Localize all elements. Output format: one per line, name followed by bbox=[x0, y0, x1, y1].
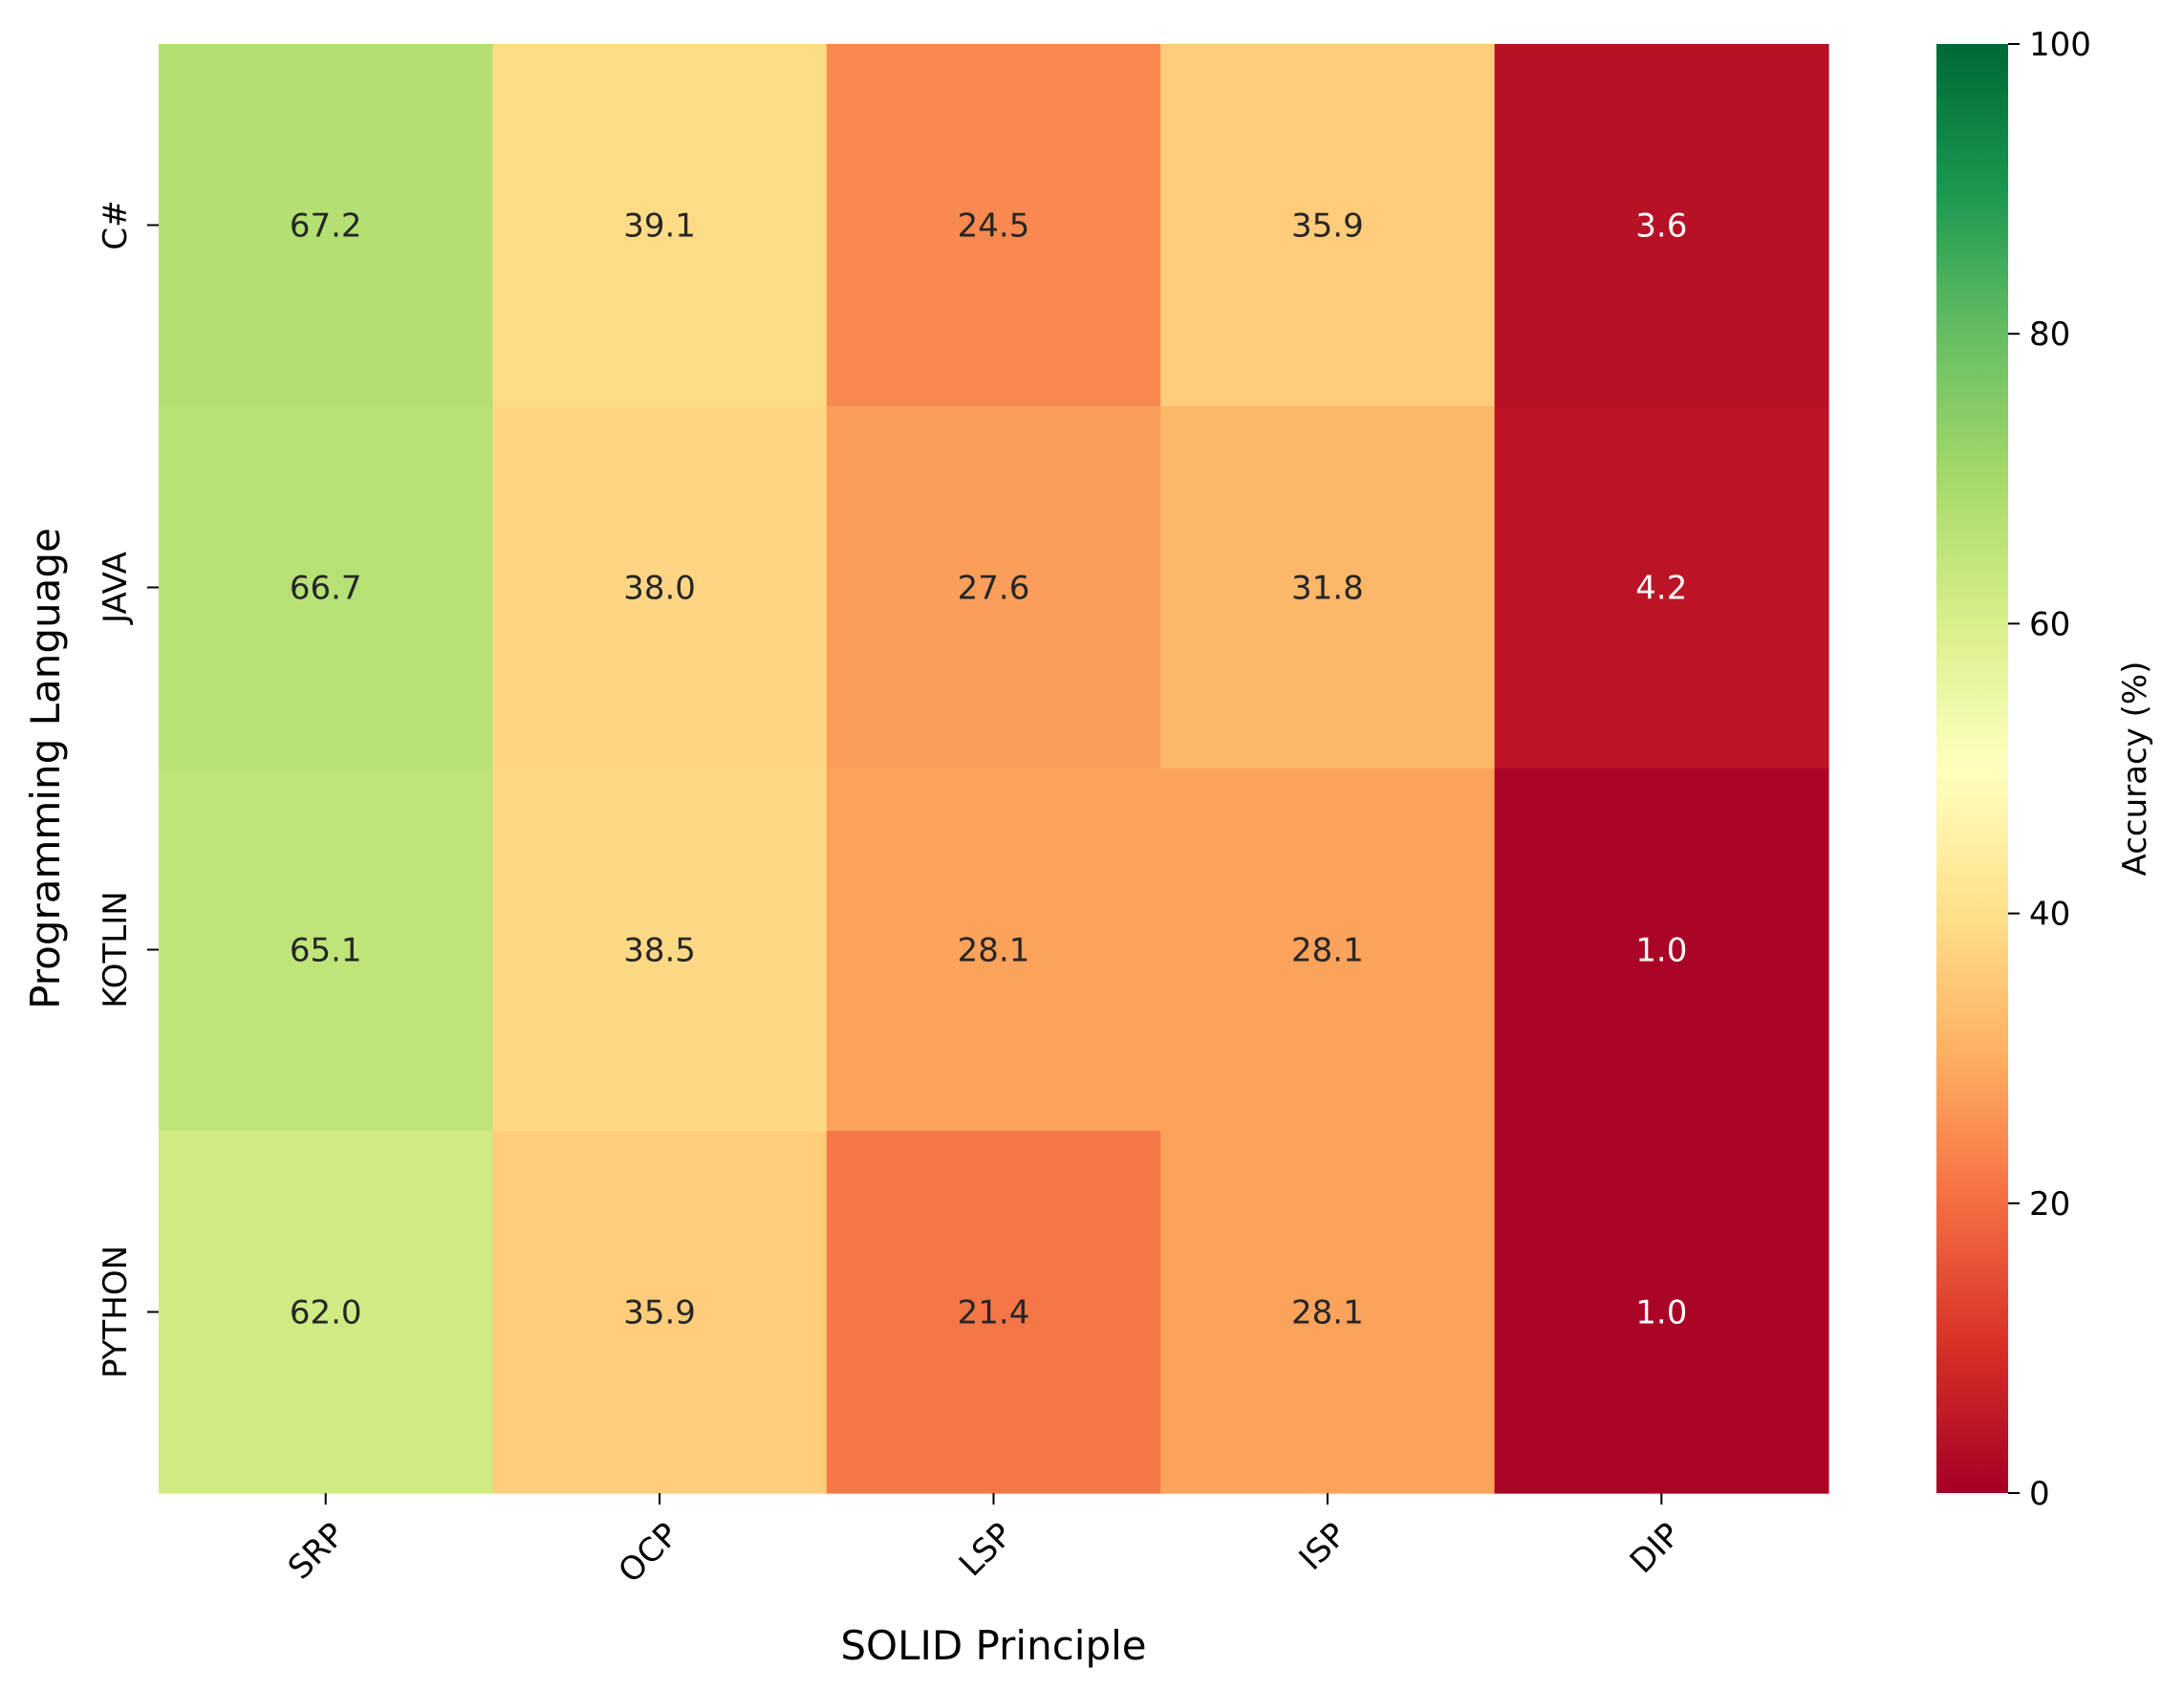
y-tick-label: C# bbox=[97, 200, 135, 249]
heatmap-cell bbox=[1160, 1131, 1496, 1494]
y-tick-label: JAVA bbox=[97, 552, 135, 625]
cell-value-label: 62.0 bbox=[290, 1294, 362, 1332]
cell-value-label: 28.1 bbox=[1291, 1294, 1364, 1332]
heatmap-cell bbox=[492, 406, 828, 769]
cell-value-label: 66.7 bbox=[290, 570, 362, 608]
y-tick-label: KOTLIN bbox=[97, 891, 135, 1008]
x-tick-label: DIP bbox=[1623, 1516, 1688, 1581]
heatmap-cell bbox=[159, 769, 493, 1132]
cell-value-label: 1.0 bbox=[1635, 932, 1687, 970]
cell-value-label: 28.1 bbox=[958, 932, 1030, 970]
heatmap-cell bbox=[1160, 769, 1496, 1132]
x-tick-label: OCP bbox=[611, 1516, 685, 1591]
heatmap-cell bbox=[492, 769, 828, 1132]
heatmap-cell bbox=[1494, 769, 1829, 1132]
x-axis: SRP OCP LSP ISP DIP bbox=[281, 1493, 1688, 1591]
heatmap-cell bbox=[826, 406, 1161, 769]
heatmap-cell bbox=[159, 406, 493, 769]
heatmap-cell bbox=[826, 769, 1161, 1132]
x-tick-label: LSP bbox=[952, 1516, 1020, 1584]
cell-value-label: 21.4 bbox=[958, 1294, 1030, 1332]
cell-value-label: 35.9 bbox=[1291, 207, 1364, 246]
cell-value-label: 31.8 bbox=[1291, 570, 1364, 608]
colorbar-tick-label: 100 bbox=[2029, 26, 2091, 64]
cell-value-label: 35.9 bbox=[623, 1294, 696, 1332]
colorbar-tick-label: 60 bbox=[2029, 605, 2070, 643]
cell-value-label: 4.2 bbox=[1635, 570, 1687, 608]
heatmap-cell bbox=[826, 44, 1161, 407]
colorbar-tick-label: 20 bbox=[2029, 1185, 2070, 1224]
heatmap-cell bbox=[492, 44, 828, 407]
x-tick-label: SRP bbox=[281, 1516, 353, 1588]
heatmap-cell bbox=[826, 1131, 1161, 1494]
x-axis-title: SOLID Principle bbox=[840, 1622, 1146, 1669]
colorbar: 0 20 40 60 80 100 bbox=[1936, 26, 2091, 1513]
heatmap-cell bbox=[492, 1131, 828, 1494]
cell-value-label: 1.0 bbox=[1635, 1294, 1687, 1332]
y-axis-title: Programming Language bbox=[22, 528, 69, 1009]
colorbar-title: Accuracy (%) bbox=[2116, 661, 2154, 877]
cell-value-label: 38.5 bbox=[623, 932, 696, 970]
colorbar-tick-label: 0 bbox=[2029, 1475, 2050, 1513]
heatmap-cell bbox=[159, 1131, 493, 1494]
cell-value-label: 39.1 bbox=[623, 207, 696, 246]
heatmap-cell bbox=[1160, 406, 1496, 769]
cell-value-label: 38.0 bbox=[623, 570, 696, 608]
cell-value-labels: 67.2 39.1 24.5 35.9 3.6 66.7 38.0 27.6 31.8 4.2 65… bbox=[290, 207, 1687, 1332]
cell-value-label: 3.6 bbox=[1635, 207, 1687, 246]
cell-value-label: 28.1 bbox=[1291, 932, 1364, 970]
cell-value-label: 67.2 bbox=[290, 207, 362, 246]
y-tick-label: PYTHON bbox=[97, 1246, 135, 1378]
heatmap-cell bbox=[159, 44, 493, 407]
colorbar-tick-label: 80 bbox=[2029, 315, 2070, 354]
heatmap-cell bbox=[1494, 406, 1829, 769]
x-tick-label: ISP bbox=[1292, 1516, 1354, 1578]
y-axis: C# JAVA KOTLIN PYTHON bbox=[97, 200, 159, 1378]
heatmap-cells bbox=[159, 44, 1829, 1494]
heatmap-cell bbox=[1494, 44, 1829, 407]
heatmap-cell bbox=[1160, 44, 1496, 407]
cell-value-label: 65.1 bbox=[290, 932, 362, 970]
cell-value-label: 27.6 bbox=[958, 570, 1030, 608]
heatmap-cell bbox=[1494, 1131, 1829, 1494]
cell-value-label: 24.5 bbox=[958, 207, 1030, 246]
colorbar-gradient bbox=[1936, 44, 2008, 1493]
colorbar-tick-label: 40 bbox=[2029, 896, 2070, 934]
